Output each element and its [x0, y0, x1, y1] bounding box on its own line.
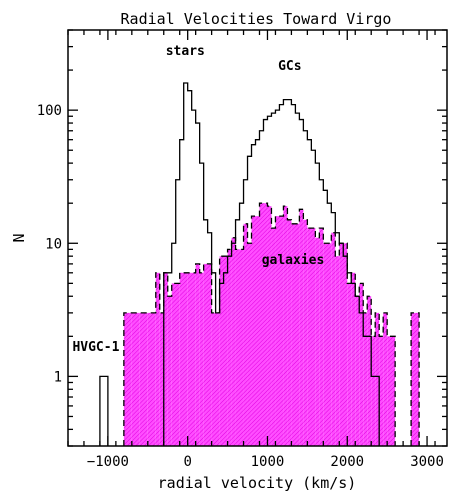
x-tick-label: 1000: [251, 454, 285, 470]
galaxies-bin: [139, 312, 148, 446]
annotation-galaxies: galaxies: [262, 253, 325, 268]
galaxies-bin: [167, 296, 172, 446]
plot-frame: [67, 29, 448, 447]
galaxies-bin: [319, 228, 324, 446]
stars-gcs-outline: [99, 82, 380, 446]
galaxies-bin: [171, 283, 180, 446]
annotations: stars GCs galaxies HVGC-1: [72, 44, 324, 355]
chart-title: Radial Velocities Toward Virgo: [121, 10, 392, 28]
galaxies-histogram: [123, 202, 420, 446]
galaxies-bin: [331, 232, 336, 446]
galaxies-bin: [355, 296, 360, 446]
galaxies-bin: [155, 272, 160, 446]
galaxies-bin: [339, 243, 348, 446]
y-tick-label: 100: [37, 103, 62, 119]
galaxies-bin: [243, 223, 248, 446]
galaxies-bin: [387, 336, 396, 446]
axis-tick-labels: −1000 0 1000 2000 3000 1 10 100: [37, 103, 444, 470]
galaxies-bin: [131, 312, 140, 446]
galaxies-bin: [123, 312, 132, 446]
galaxies-bin: [219, 256, 228, 446]
galaxies-bin: [211, 312, 220, 446]
galaxies-bin: [271, 228, 276, 446]
x-tick-label: 2000: [330, 454, 364, 470]
galaxies-bin: [159, 312, 164, 446]
axis-ticks: [67, 29, 447, 447]
galaxies-bin: [203, 263, 212, 446]
galaxies-outline: [123, 202, 420, 446]
galaxies-bin: [227, 249, 232, 446]
y-tick-label: 10: [45, 236, 62, 252]
galaxies-bin: [363, 312, 368, 446]
galaxies-bin: [195, 263, 200, 446]
galaxies-bin: [367, 296, 372, 446]
x-axis-label: radial velocity (km/s): [158, 474, 357, 492]
galaxies-bin: [351, 272, 356, 446]
annotation-hvgc-1: HVGC-1: [72, 340, 119, 355]
galaxies-bin: [163, 272, 168, 446]
galaxies-bin: [379, 336, 384, 446]
galaxies-bin: [299, 209, 304, 446]
x-tick-label: 3000: [410, 454, 444, 470]
stars-gcs-histogram: [99, 82, 380, 446]
galaxies-bin: [359, 283, 364, 446]
galaxies-bin: [375, 312, 380, 446]
annotation-gcs: GCs: [278, 59, 301, 74]
galaxies-bin: [371, 336, 376, 446]
x-tick-label: 0: [183, 454, 191, 470]
galaxies-bin: [187, 272, 196, 446]
galaxies-bin: [179, 272, 188, 446]
galaxies-bin: [335, 256, 340, 446]
galaxies-bin: [199, 272, 204, 446]
galaxies-bin: [283, 206, 288, 446]
galaxies-bin: [323, 243, 332, 446]
galaxies-bin: [287, 219, 292, 446]
galaxies-bin: [275, 216, 284, 446]
galaxies-bin: [347, 283, 352, 446]
galaxies-bin: [383, 312, 388, 446]
y-axis-label: N: [10, 233, 28, 242]
x-tick-label: −1000: [87, 454, 129, 470]
galaxies-bin: [259, 203, 268, 446]
galaxies-bin: [411, 312, 420, 446]
galaxies-bin: [247, 243, 252, 446]
galaxies-bin: [315, 237, 320, 446]
annotation-stars: stars: [166, 44, 205, 59]
galaxies-bin: [147, 312, 156, 446]
galaxies-bin: [303, 219, 308, 446]
galaxies-bin: [307, 228, 316, 446]
galaxies-bin: [235, 249, 244, 446]
galaxies-bin: [231, 237, 236, 446]
galaxies-bin: [251, 216, 260, 446]
galaxies-bin: [291, 223, 300, 446]
galaxies-bin: [267, 206, 272, 446]
y-tick-label: 1: [54, 369, 62, 385]
